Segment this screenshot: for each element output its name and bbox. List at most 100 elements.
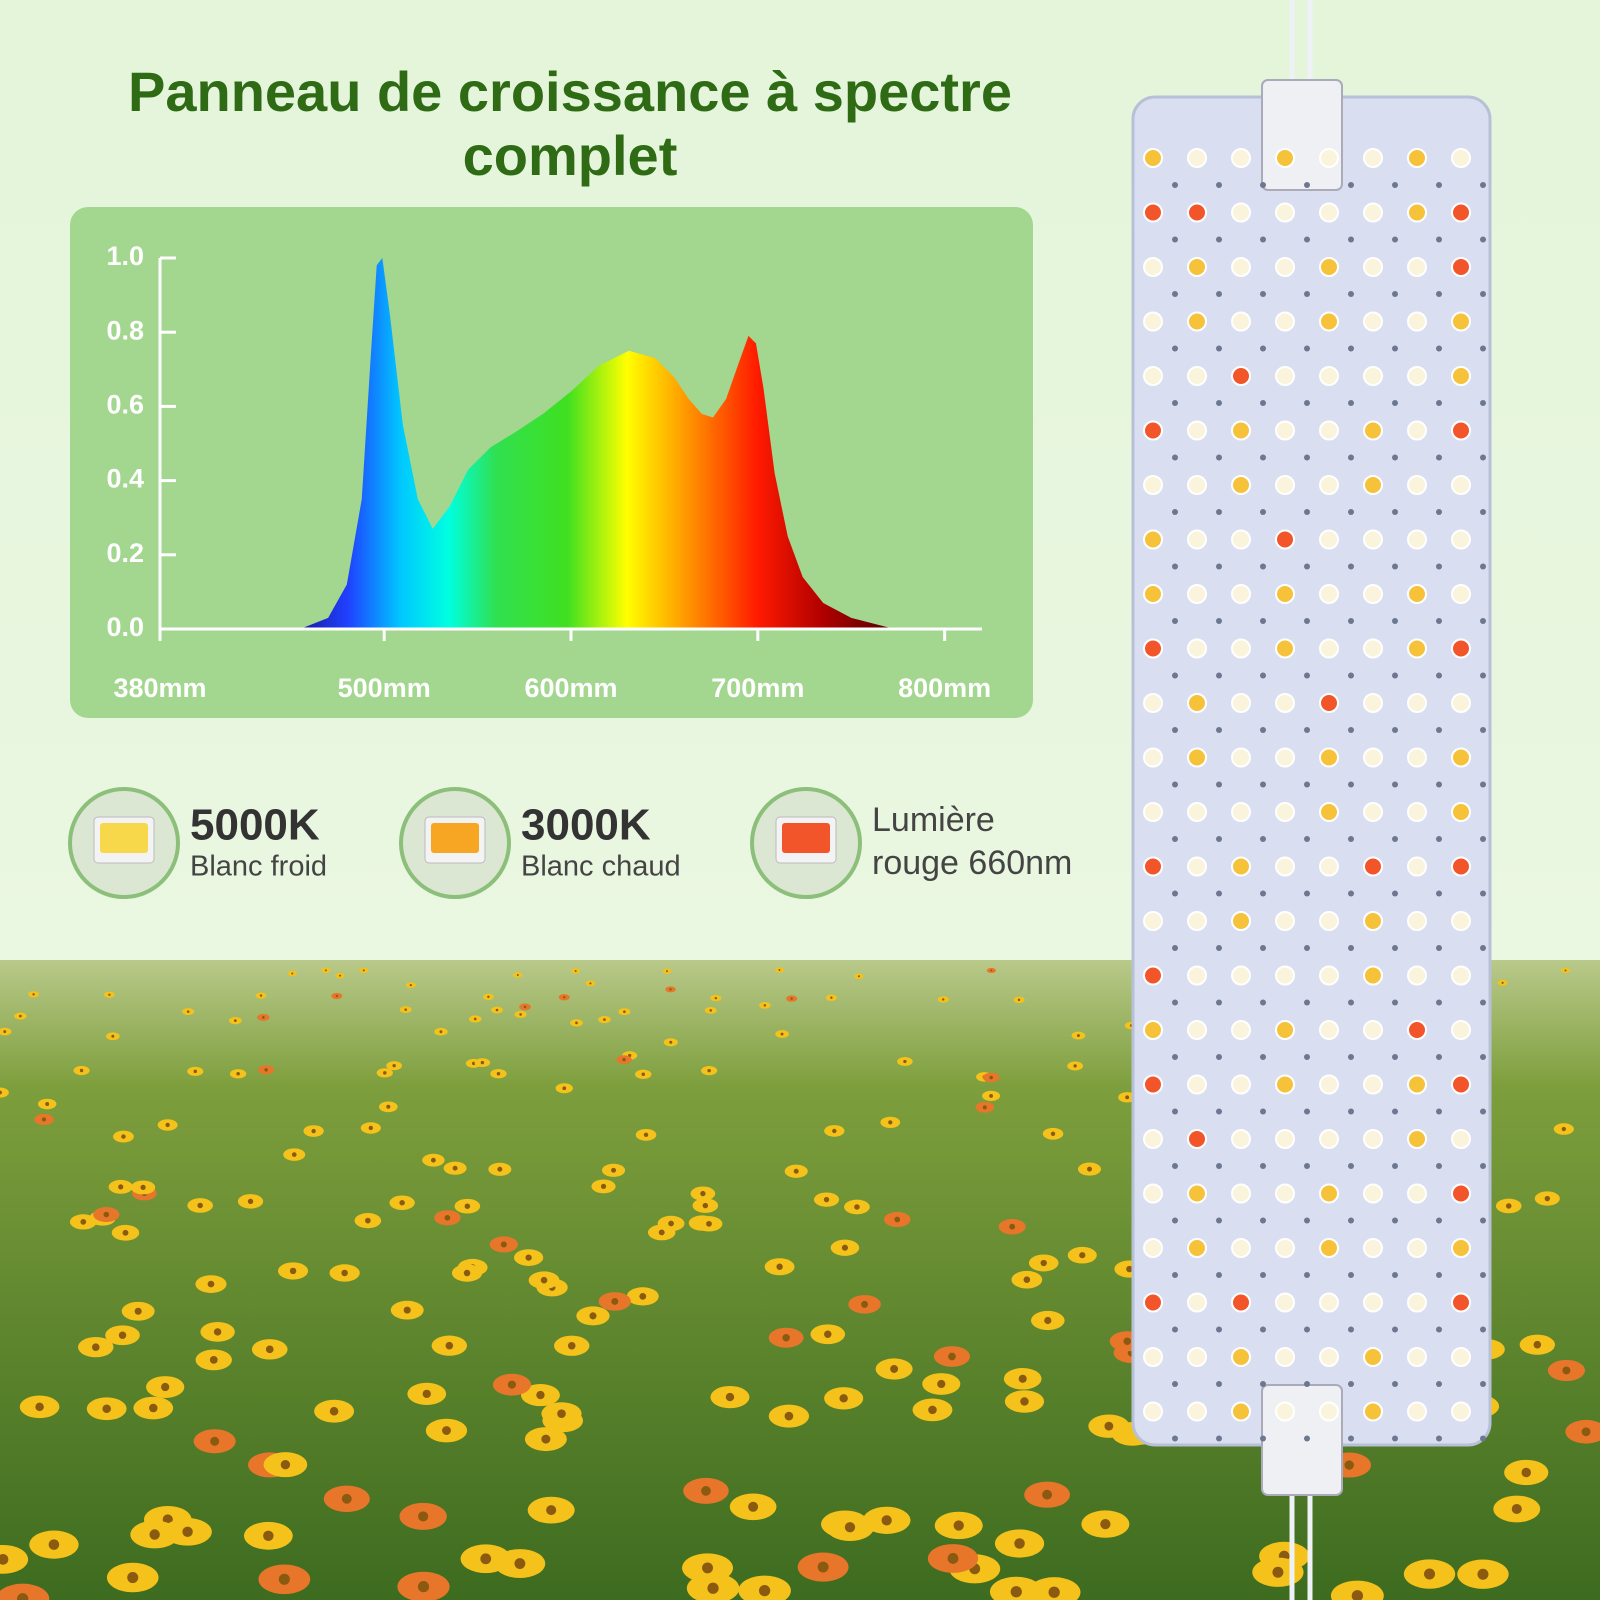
panel-hole — [1216, 890, 1222, 897]
flower-center — [213, 1328, 222, 1336]
led — [1143, 911, 1163, 931]
led — [1143, 1183, 1163, 1204]
flower-center — [265, 1345, 274, 1354]
flower-center — [480, 1060, 485, 1065]
flower-center — [725, 1392, 735, 1402]
panel-hole — [1260, 890, 1266, 897]
led — [1451, 311, 1471, 332]
led — [1231, 529, 1251, 550]
led — [1187, 1129, 1207, 1149]
flower-center — [830, 996, 833, 999]
led — [1143, 1129, 1163, 1149]
panel-hole — [1216, 236, 1222, 243]
flower-center — [611, 1167, 617, 1173]
flower-center — [778, 969, 781, 971]
led — [1407, 1183, 1427, 1204]
flower-center — [1344, 1460, 1354, 1470]
flower-center — [289, 1267, 297, 1275]
led — [1319, 1347, 1339, 1367]
flower-center — [422, 1389, 431, 1399]
flower-center — [439, 1030, 443, 1034]
panel-hole — [1392, 509, 1398, 515]
panel-hole — [1216, 400, 1222, 406]
led — [1319, 148, 1339, 168]
flower-center — [574, 970, 577, 972]
led — [1143, 366, 1163, 386]
flower-center — [1506, 1203, 1512, 1209]
led — [1363, 366, 1383, 386]
panel-hole — [1172, 1381, 1178, 1387]
led — [1363, 1183, 1383, 1204]
led — [1407, 802, 1427, 822]
flower-center — [669, 1040, 673, 1044]
panel-hole — [1480, 1326, 1486, 1333]
led — [1363, 1074, 1383, 1095]
panel-hole — [1392, 1326, 1398, 1333]
led — [1231, 856, 1251, 877]
panel-hole — [1436, 1326, 1442, 1333]
led — [1187, 475, 1207, 495]
led — [1407, 366, 1427, 386]
led — [1231, 1129, 1251, 1149]
led — [1275, 311, 1295, 332]
led — [1319, 202, 1339, 223]
panel-hole — [1348, 1054, 1354, 1060]
led — [1275, 366, 1295, 386]
panel-hole — [1260, 182, 1266, 188]
flower-center — [623, 1010, 626, 1013]
panel-hole — [1348, 509, 1354, 515]
panel-hole — [1172, 291, 1178, 297]
led — [1275, 1129, 1295, 1149]
panel-hole — [1172, 345, 1178, 352]
panel-hole — [1480, 727, 1486, 733]
flower-center — [311, 1128, 316, 1134]
panel-hole — [1436, 727, 1442, 733]
led — [1451, 366, 1471, 386]
flower-center — [118, 1331, 127, 1339]
flower-center — [500, 1241, 507, 1248]
led — [1231, 257, 1251, 277]
led-subtitle: Blanc chaud — [521, 851, 681, 883]
panel-hole — [1436, 509, 1442, 515]
panel-hole — [1392, 345, 1398, 352]
panel-hole — [1480, 400, 1486, 406]
panel-hole — [1480, 345, 1486, 352]
flower-center — [392, 1063, 396, 1068]
flower-center — [207, 1280, 215, 1288]
flower-center — [1014, 1538, 1025, 1549]
flower — [0, 1544, 29, 1574]
panel-hole — [1304, 400, 1310, 406]
flower-center — [1501, 981, 1504, 984]
flower-center — [496, 1071, 501, 1076]
flower-center — [291, 1152, 297, 1157]
flower-center — [707, 1582, 719, 1594]
panel-hole — [1172, 1326, 1178, 1333]
led — [1363, 1238, 1383, 1258]
flower-center — [948, 1352, 956, 1361]
led — [1319, 584, 1339, 604]
led — [1363, 802, 1383, 822]
led — [1275, 420, 1295, 441]
panel-hole — [1172, 400, 1178, 406]
flower-center — [403, 1306, 411, 1314]
panel-hole — [1436, 1435, 1442, 1442]
led-subtitle: Blanc froid — [190, 851, 327, 883]
flower-center — [262, 1016, 265, 1019]
led — [1319, 1020, 1339, 1040]
flower-center — [91, 1343, 100, 1351]
panel-hole — [1348, 236, 1354, 243]
flower-center — [197, 1202, 203, 1209]
flower-center — [1126, 1265, 1133, 1273]
flower-center — [525, 1254, 532, 1261]
panel-hole — [1348, 1217, 1354, 1224]
panel-hole — [1436, 999, 1442, 1006]
flowers — [0, 967, 1600, 1600]
led — [1363, 529, 1383, 550]
panel-hole — [1392, 999, 1398, 1006]
flower-center — [259, 994, 263, 997]
flower-center — [341, 1269, 348, 1277]
flower-center — [487, 995, 490, 999]
panel-hole — [1436, 291, 1442, 297]
flower-center — [706, 1220, 712, 1227]
